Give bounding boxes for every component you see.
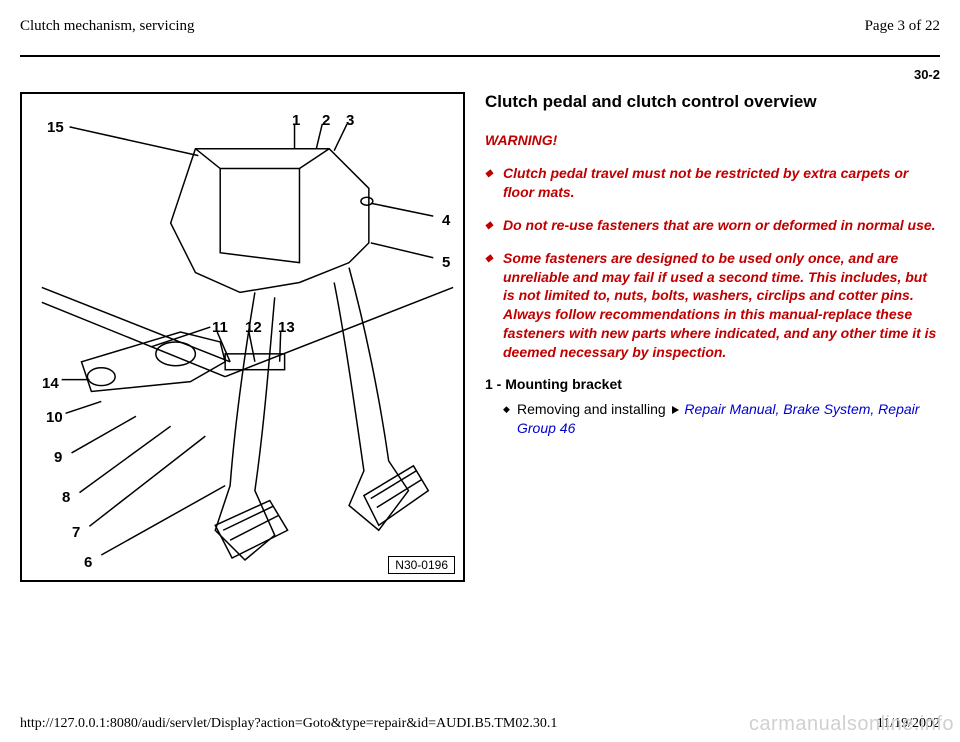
callout-8: 8 [62,489,70,506]
warning-header: WARNING! [485,132,940,148]
callout-11: 11 [212,319,228,336]
item-header: 1 - Mounting bracket [485,376,940,392]
page-number: 30-2 [20,67,940,82]
item-name: Mounting bracket [505,376,622,392]
callout-13: 13 [278,319,295,336]
callout-10: 10 [46,409,63,426]
callout-4: 4 [442,212,450,229]
callout-2: 2 [322,112,330,129]
page-footer: http://127.0.0.1:8080/audi/servlet/Displ… [20,716,940,732]
figure-id: N30-0196 [388,556,455,574]
footer-url: http://127.0.0.1:8080/audi/servlet/Displ… [20,716,557,732]
diagram: 15 1 2 3 4 5 11 12 13 14 10 9 8 7 6 N30-… [20,92,465,582]
callout-9: 9 [54,449,62,466]
item-sub: Removing and installing Repair Manual, B… [503,400,940,438]
sub-prefix: Removing and installing [517,401,670,417]
doc-title: Clutch mechanism, servicing [20,18,195,35]
section-title: Clutch pedal and clutch control overview [485,92,940,112]
text-column: Clutch pedal and clutch control overview… [485,92,940,582]
warning-item: Do not re-use fasteners that are worn or… [485,216,940,235]
callout-1: 1 [292,112,300,129]
callout-12: 12 [245,319,262,336]
warning-list: Clutch pedal travel must not be restrict… [485,164,940,362]
page-of: Page 3 of 22 [865,18,940,35]
callout-7: 7 [72,524,80,541]
footer-date: 11/19/2002 [877,716,940,732]
item-sublist: Removing and installing Repair Manual, B… [485,400,940,438]
callout-15: 15 [47,119,64,136]
warning-item: Some fasteners are designed to be used o… [485,249,940,362]
callout-5: 5 [442,254,450,271]
warning-item: Clutch pedal travel must not be restrict… [485,164,940,202]
item-number: 1 - [485,376,505,392]
callout-3: 3 [346,112,354,129]
divider [20,55,940,57]
arrow-icon [672,406,679,414]
diagram-svg [22,94,463,580]
callout-14: 14 [42,375,59,392]
callout-6: 6 [84,554,92,571]
page-header: Clutch mechanism, servicing Page 3 of 22 [20,18,940,35]
